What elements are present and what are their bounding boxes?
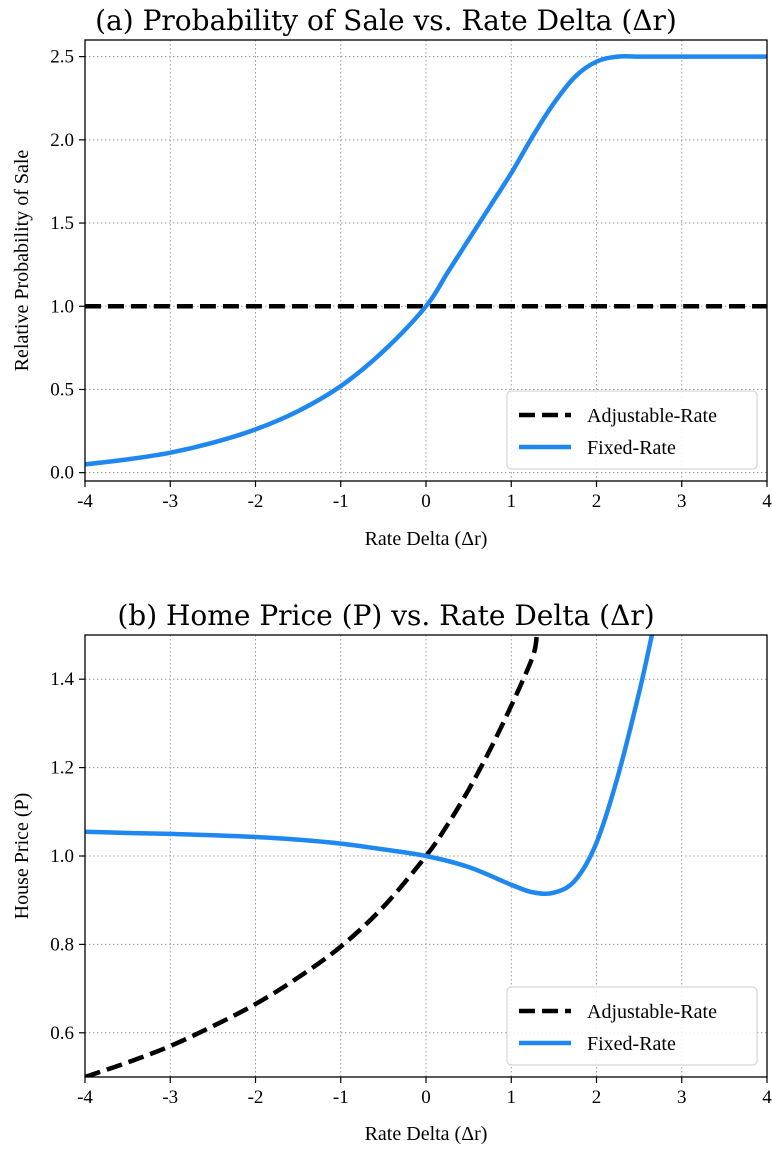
x-tick-label: 3 [677, 1087, 687, 1108]
legend: Adjustable-Rate Fixed-Rate [506, 390, 758, 470]
legend: Adjustable-Rate Fixed-Rate [506, 986, 758, 1066]
x-tick-label: 1 [507, 491, 517, 512]
y-tick-label: 1.0 [50, 296, 74, 317]
x-axis-label: Rate Delta (Δr) [365, 1123, 488, 1145]
y-tick-label: 0.0 [50, 463, 74, 484]
x-tick-label: 4 [762, 491, 772, 512]
y-tick-label: 0.8 [50, 934, 74, 955]
legend-label: Fixed-Rate [587, 1033, 676, 1055]
x-tick-label: -3 [162, 491, 178, 512]
legend-label: Fixed-Rate [587, 437, 676, 459]
y-tick-label: 1.5 [50, 213, 74, 234]
y-tick-label: 0.6 [50, 1023, 74, 1044]
legend-label: Adjustable-Rate [587, 405, 717, 427]
x-tick-label: 3 [677, 491, 687, 512]
y-tick-label: 1.4 [50, 669, 74, 690]
chart-title: (b) Home Price (P) vs. Rate Delta (Δr) [117, 599, 654, 632]
x-tick-label: 2 [592, 1087, 602, 1108]
series-group [85, 635, 655, 1077]
x-axis-label: Rate Delta (Δr) [365, 528, 488, 550]
chart-panel-a: -4 -3 -2 -1 0 1 2 3 4 0.0 0.5 1.0 1.5 2.0 2.5 (a) Proba… [11, 4, 772, 550]
legend-box [506, 390, 758, 470]
x-tick-label: 1 [507, 1087, 517, 1108]
legend-box [506, 986, 758, 1066]
series-line-fixed-rate [85, 635, 655, 897]
series-line-fixed-rate [85, 54, 767, 467]
y-axis-label: Relative Probability of Sale [11, 150, 33, 372]
x-tick-label: -1 [333, 491, 349, 512]
y-tick-label: 1.0 [50, 846, 74, 867]
legend-label: Adjustable-Rate [587, 1001, 717, 1023]
chart-panel-b: -4 -3 -2 -1 0 1 2 3 4 0.6 0.8 1.0 1.2 1.4 (b) Home Pri… [11, 599, 772, 1145]
chart-title: (a) Probability of Sale vs. Rate Delta (… [95, 4, 677, 37]
x-tick-label: -4 [77, 1087, 93, 1108]
x-tick-label: -4 [77, 491, 93, 512]
y-tick-label: 0.5 [50, 379, 74, 400]
x-tick-label: -3 [162, 1087, 178, 1108]
y-tick-label: 2.0 [50, 130, 74, 151]
series-line-adjustable-rate [85, 635, 540, 1077]
series-group [85, 54, 767, 467]
x-tick-label: -2 [248, 1087, 264, 1108]
x-tick-label: -2 [248, 491, 264, 512]
y-tick-label: 1.2 [50, 758, 74, 779]
x-tick-label: -1 [333, 1087, 349, 1108]
x-tick-label: 2 [592, 491, 602, 512]
y-axis-label: House Price (P) [11, 793, 33, 920]
x-tick-label: 0 [421, 1087, 431, 1108]
x-tick-label: 0 [421, 491, 431, 512]
x-tick-label: 4 [762, 1087, 772, 1108]
y-tick-label: 2.5 [50, 47, 74, 68]
